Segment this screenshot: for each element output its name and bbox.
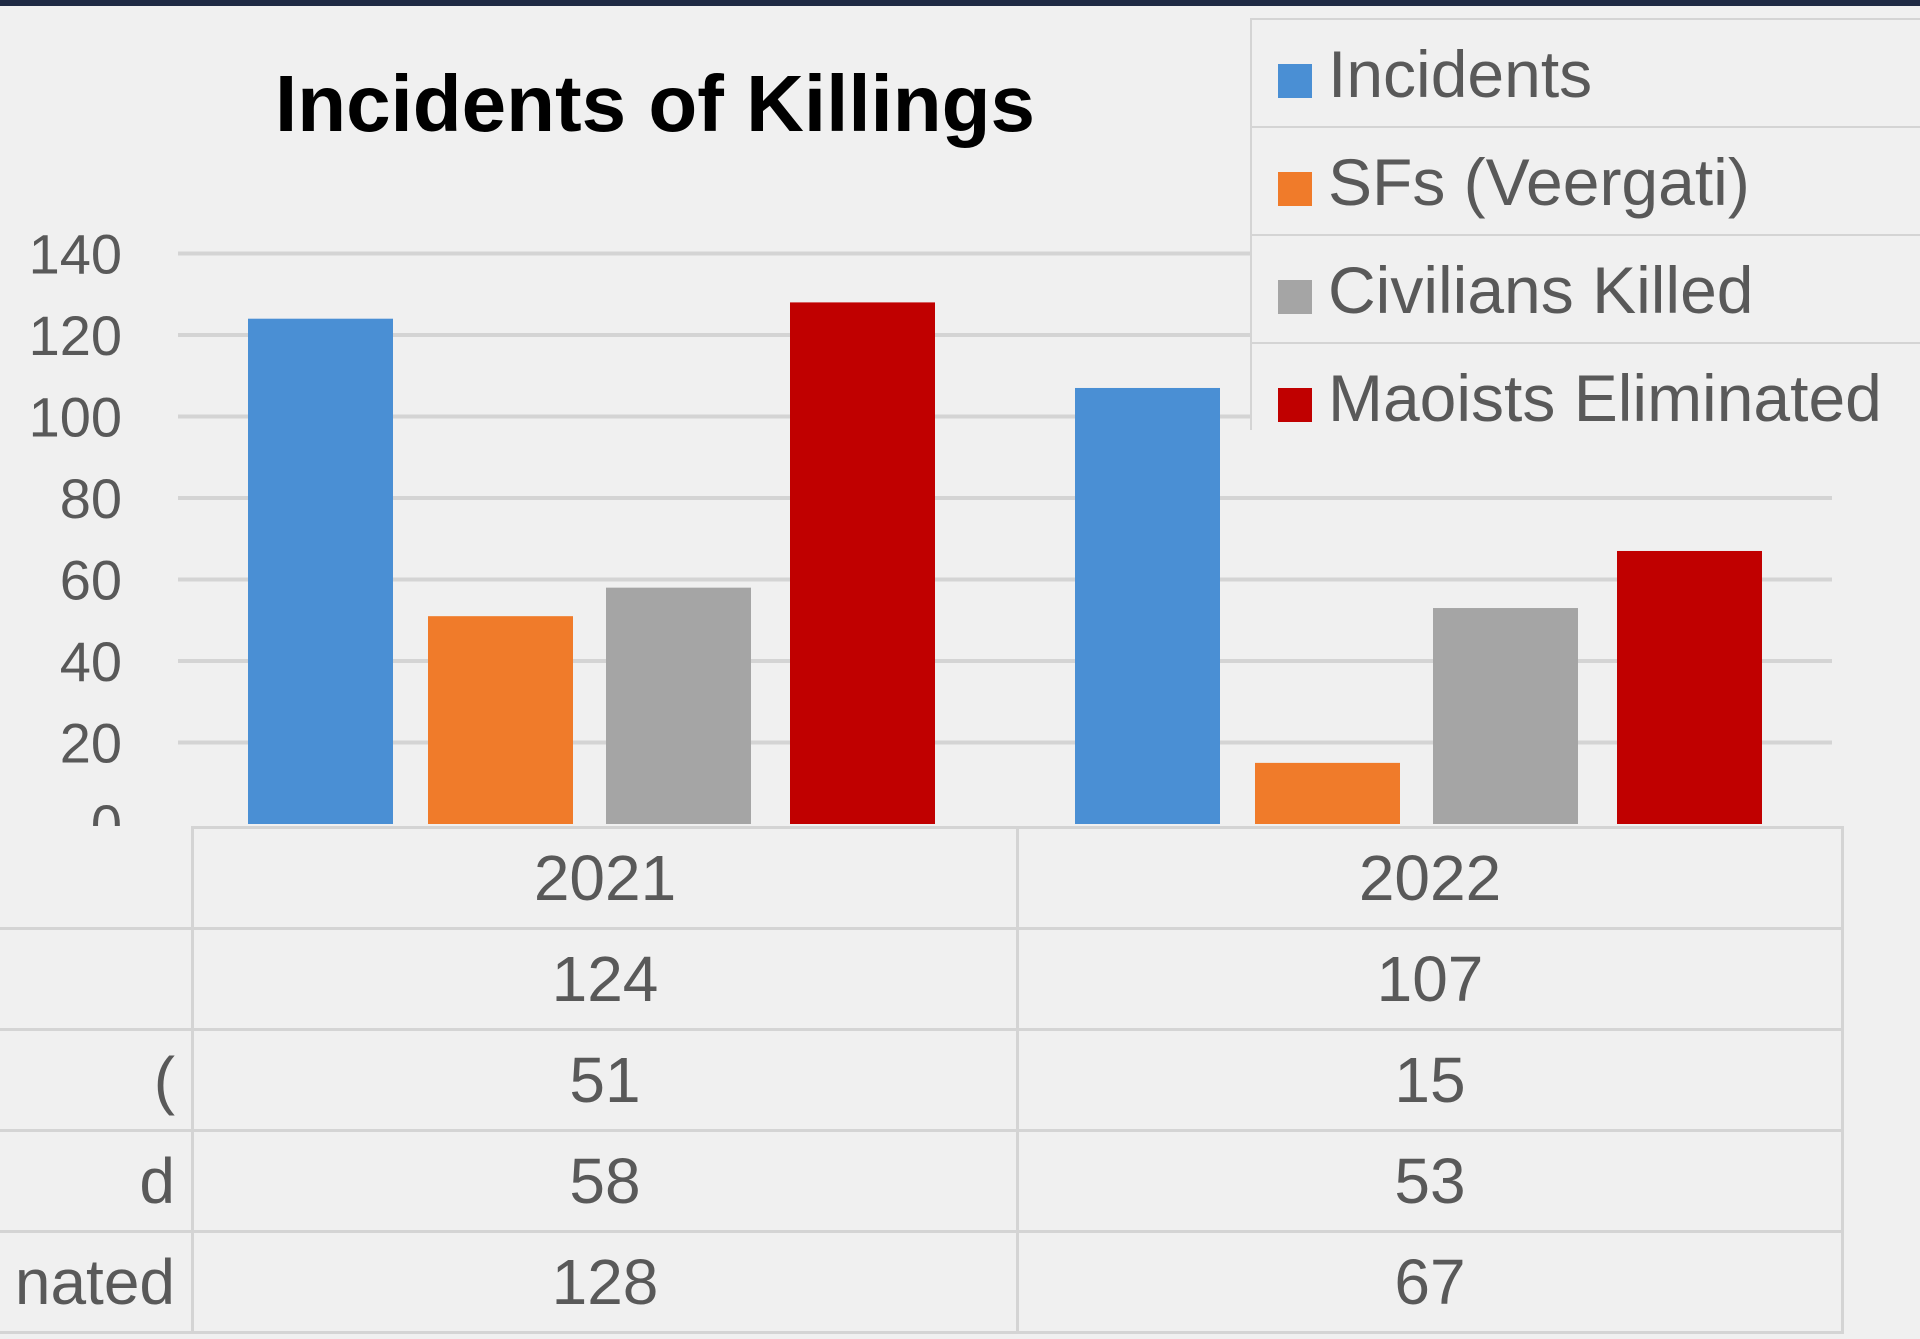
y-tick-label: 140 [29,223,122,286]
table-rowhead-civilians: d [0,1129,194,1233]
table-row-maoists: nated 128 67 [0,1230,1844,1334]
table-cell: 53 [1016,1129,1844,1233]
bar-incidents-2021 [248,318,393,824]
bar-civilians-killed-2021 [606,587,751,824]
chart-legend: Incidents SFs (Veergati) Civilians Kille… [1250,18,1920,435]
table-rowhead-maoists: nated [0,1230,194,1334]
legend-label-sfs: SFs (Veergati) [1328,145,1750,219]
legend-item-incidents: Incidents [1252,20,1920,128]
table-cell: 128 [191,1230,1019,1334]
y-tick-label: 120 [29,304,122,367]
table-row-civilians: d 58 53 [0,1129,1844,1233]
table-cell: 67 [1016,1230,1844,1334]
chart-title: Incidents of Killings [274,59,1036,148]
y-tick-label: 20 [60,712,122,775]
legend-item-civilians: Civilians Killed [1252,236,1920,344]
window-top-border [0,0,1920,6]
table-header-2022: 2022 [1016,826,1844,930]
table-row-sfs: ) 51 15 [0,1028,1844,1132]
y-tick-label: 40 [60,630,122,693]
table-rowhead-incidents [0,927,194,1031]
y-tick-label: 100 [29,386,122,449]
table-rowhead-sfs: ) [0,1028,194,1132]
bar-sfs-veergati--2021 [428,616,573,824]
legend-item-sfs: SFs (Veergati) [1252,128,1920,236]
legend-label-incidents: Incidents [1328,37,1593,111]
table-header-row: 2021 2022 [0,826,1844,930]
bar-maoists-eliminated-2021 [790,302,935,824]
table-cell: 107 [1016,927,1844,1031]
legend-swatch-civilians [1278,280,1312,314]
bar-incidents-2022 [1075,387,1220,824]
y-tick-label: 60 [60,549,122,612]
table-cell: 124 [191,927,1019,1031]
table-cell: 15 [1016,1028,1844,1132]
table-header-2021: 2021 [191,826,1019,930]
table-row-incidents: 124 107 [0,927,1844,1031]
y-tick-label: 0 [91,793,122,826]
table-corner-cell [0,827,194,929]
legend-label-maoists: Maoists Eliminated [1328,361,1882,435]
chart-data-table: 2021 2022 124 107 ) 51 15 d 58 53 nated … [0,826,1844,1334]
legend-swatch-sfs [1278,172,1312,206]
legend-item-maoists: Maoists Eliminated [1252,344,1920,450]
legend-swatch-maoists [1278,388,1312,422]
bar-maoists-eliminated-2022 [1617,550,1762,824]
y-tick-label: 80 [60,467,122,530]
bar-sfs-veergati--2022 [1255,762,1400,824]
bar-chart-plot: 0 20 40 60 80 100 120 140 [29,223,1832,826]
legend-label-civilians: Civilians Killed [1328,253,1754,327]
table-cell: 58 [191,1129,1019,1233]
table-cell: 51 [191,1028,1019,1132]
bar-civilians-killed-2022 [1433,608,1578,824]
legend-swatch-incidents [1278,64,1312,98]
